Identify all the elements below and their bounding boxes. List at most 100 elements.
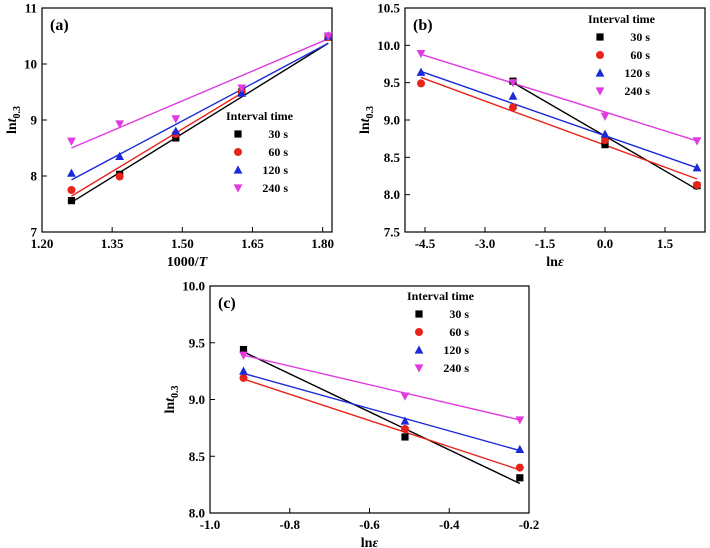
legend-marker-30s bbox=[596, 33, 604, 41]
y-tick-label: 8.5 bbox=[384, 150, 401, 165]
data-point-60s bbox=[400, 425, 409, 434]
data-point-120s bbox=[67, 168, 76, 177]
data-point-240s bbox=[115, 120, 125, 129]
y-tick-label: 8.0 bbox=[189, 506, 205, 521]
data-point-240s bbox=[515, 416, 525, 425]
data-point-240s bbox=[416, 49, 426, 59]
panel-a: 1.20 1.35 1.50 1.65 1.80 7 8 9 10 11 (a) 1000/T lnt0… bbox=[5, 1, 334, 271]
legend-marker-240s bbox=[414, 364, 424, 373]
x-tick-label: -4.5 bbox=[415, 236, 436, 251]
data-point-120s bbox=[515, 444, 525, 454]
data-point-60s bbox=[417, 79, 425, 88]
legend-entry: 30 s bbox=[630, 30, 650, 44]
data-point-60s bbox=[515, 463, 524, 472]
panel-b: -4.5 -3.0 -1.5 0.0 1.5 7.5 8.0 8.5 9.0 9.5 10.0 10.… bbox=[358, 1, 706, 270]
legend-marker-30s bbox=[415, 310, 423, 318]
legend-entry: 240 s bbox=[443, 361, 469, 375]
plot-frame bbox=[404, 7, 706, 233]
x-tick-label: 1.35 bbox=[101, 236, 124, 251]
x-tick-label: -0.8 bbox=[279, 517, 300, 532]
legend-marker-120s bbox=[233, 165, 243, 174]
legend-entry: 120 s bbox=[443, 343, 469, 357]
data-point-30s bbox=[601, 141, 609, 149]
y-tick-label: 10 bbox=[24, 57, 37, 72]
y-tick-label: 9.0 bbox=[384, 113, 400, 128]
y-tick-label: 9.5 bbox=[189, 335, 206, 350]
legend-entry: 240 s bbox=[624, 84, 650, 98]
panel-c: -1.0 -0.8 -0.6 -0.4 -0.2 8.0 8.5 9.0 9.5 10.0 (c) l… bbox=[163, 279, 539, 548]
legend-entry: 60 s bbox=[630, 48, 650, 62]
legend-marker-60s bbox=[596, 51, 604, 59]
x-tick-label: 1.20 bbox=[31, 236, 54, 251]
y-tick-label: 10.0 bbox=[182, 279, 205, 294]
data-point-120s bbox=[600, 129, 610, 138]
fit-line-60s bbox=[71, 92, 243, 197]
data-point-240s bbox=[692, 137, 702, 146]
legend-marker-240s bbox=[233, 184, 243, 193]
data-point-240s bbox=[600, 112, 610, 121]
x-tick-label: 1.50 bbox=[171, 236, 194, 251]
data-point-120s bbox=[692, 163, 702, 172]
x-axis-label: lnε bbox=[546, 255, 564, 270]
fit-line-120s bbox=[243, 372, 521, 452]
legend-entry: 60 s bbox=[268, 145, 288, 159]
y-tick-label: 7.5 bbox=[384, 225, 401, 240]
data-point-60s bbox=[67, 186, 76, 194]
data-point-120s bbox=[400, 416, 410, 425]
x-tick-label: 1.5 bbox=[657, 236, 674, 251]
data-point-60s bbox=[509, 103, 517, 112]
x-tick-label: -1.0 bbox=[200, 517, 221, 532]
panel-label: (c) bbox=[218, 295, 236, 312]
data-point-240s bbox=[171, 115, 181, 124]
y-tick-label: 9 bbox=[31, 113, 38, 128]
x-tick-label: 0.0 bbox=[597, 236, 613, 251]
data-point-120s bbox=[508, 91, 518, 100]
data-point-120s bbox=[416, 67, 426, 76]
legend-entry: 120 s bbox=[624, 66, 650, 80]
data-point-240s bbox=[67, 137, 76, 146]
x-tick-label: -0.4 bbox=[439, 517, 460, 532]
fit-line-120s bbox=[420, 70, 698, 169]
fit-line-240s bbox=[420, 53, 698, 142]
data-point-240s bbox=[239, 351, 248, 360]
legend-entry: 30 s bbox=[449, 307, 469, 321]
y-tick-label: 8 bbox=[31, 169, 38, 184]
y-axis-label: lnt0.3 bbox=[5, 106, 23, 134]
data-point-240s bbox=[237, 84, 247, 93]
legend-title: Interval time bbox=[226, 109, 294, 123]
fit-line-120s bbox=[71, 42, 329, 181]
fit-line-60s bbox=[243, 378, 521, 471]
y-tick-label: 8.5 bbox=[189, 449, 206, 464]
x-tick-label: 1.65 bbox=[241, 236, 264, 251]
data-point-30s bbox=[67, 197, 76, 205]
legend-marker-120s bbox=[595, 68, 605, 77]
legend-entry: 240 s bbox=[262, 181, 288, 195]
x-tick-label: 1.80 bbox=[311, 236, 334, 251]
fit-line-60s bbox=[420, 76, 698, 180]
y-tick-label: 10.0 bbox=[377, 38, 400, 53]
x-tick-label: -0.6 bbox=[359, 517, 380, 532]
legend-entry: 120 s bbox=[262, 163, 288, 177]
y-tick-label: 10.5 bbox=[377, 1, 400, 16]
x-tick-label: -1.5 bbox=[535, 236, 556, 251]
data-point-120s bbox=[115, 151, 125, 160]
x-tick-label: -0.2 bbox=[519, 517, 540, 532]
legend-marker-60s bbox=[234, 148, 242, 156]
legend-entry: 30 s bbox=[268, 127, 288, 141]
fit-line-30s bbox=[243, 351, 521, 485]
fit-line-240s bbox=[243, 354, 520, 421]
data-point-60s bbox=[693, 180, 701, 189]
legend-marker-120s bbox=[414, 345, 424, 354]
legend-title: Interval time bbox=[588, 12, 656, 26]
legend-marker-30s bbox=[234, 130, 242, 138]
data-point-240s bbox=[400, 392, 410, 401]
y-axis-label: lnt0.3 bbox=[358, 106, 376, 134]
legend-entry: 60 s bbox=[449, 325, 469, 339]
y-tick-label: 8.0 bbox=[384, 187, 400, 202]
y-tick-label: 7 bbox=[31, 225, 38, 240]
x-axis-label: lnε bbox=[361, 536, 379, 548]
legend-marker-240s bbox=[595, 87, 605, 96]
data-point-120s bbox=[239, 366, 248, 375]
plot-frame bbox=[209, 285, 530, 514]
